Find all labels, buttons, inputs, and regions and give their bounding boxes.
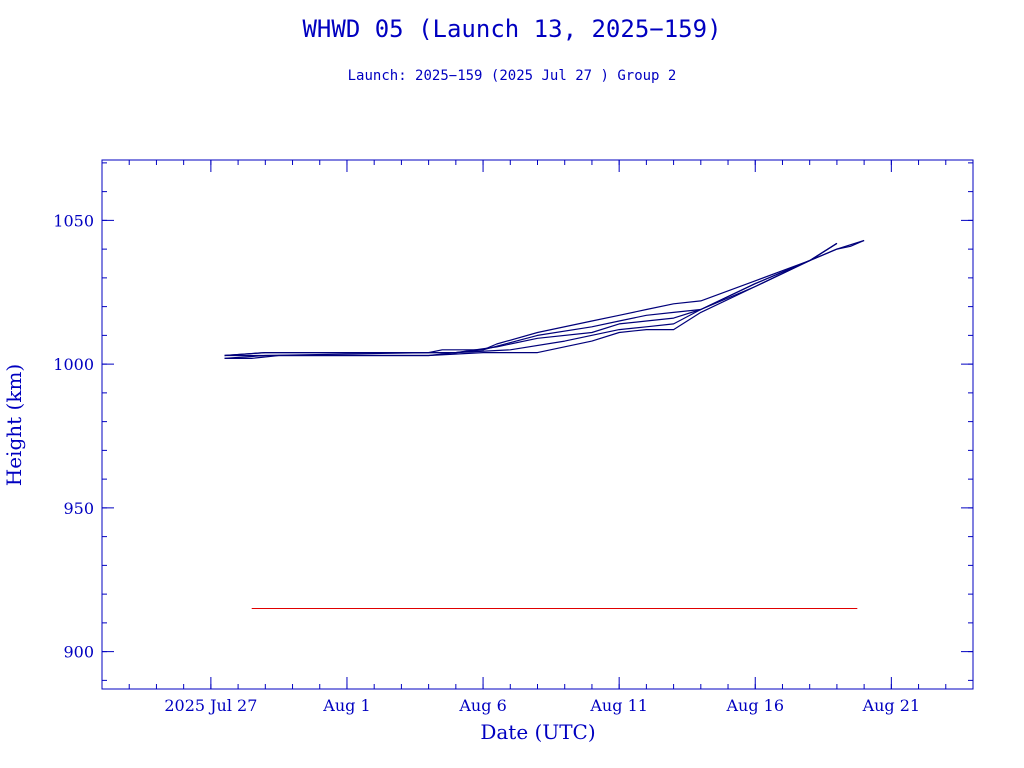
x-axis-ticks: 2025 Jul 27 Aug 1 Aug 6 Aug 11 Aug 16 Aug 21 xyxy=(164,160,920,715)
y-tick-label: 900 xyxy=(63,643,94,662)
y-minor-ticks xyxy=(102,162,973,681)
x-tick-label: Aug 11 xyxy=(589,696,648,715)
y-axis-label: Height (km) xyxy=(2,364,26,486)
series-line xyxy=(224,242,838,357)
y-tick-label: 1000 xyxy=(53,355,94,374)
x-tick-label: Aug 21 xyxy=(862,696,921,715)
chart-subtitle: Launch: 2025−159 (2025 Jul 27 ) Group 2 xyxy=(348,68,677,84)
series-line xyxy=(224,242,838,359)
y-tick-label: 1050 xyxy=(53,211,94,230)
x-tick-label: Aug 1 xyxy=(322,696,370,715)
chart-title: WHWD 05 (Launch 13, 2025−159) xyxy=(302,15,721,43)
plot-frame xyxy=(101,159,974,690)
series-line xyxy=(224,239,865,357)
x-axis-label: Date (UTC) xyxy=(480,720,595,744)
x-tick-label: Aug 16 xyxy=(725,696,784,715)
series-lines xyxy=(224,239,865,359)
y-axis-ticks: 900 950 1000 1050 xyxy=(53,211,973,662)
x-tick-label: 2025 Jul 27 xyxy=(164,696,257,715)
x-tick-label: Aug 6 xyxy=(458,696,506,715)
series-line xyxy=(224,239,865,357)
y-tick-label: 950 xyxy=(63,499,94,518)
x-minor-ticks xyxy=(101,160,974,689)
series-line xyxy=(224,242,838,359)
